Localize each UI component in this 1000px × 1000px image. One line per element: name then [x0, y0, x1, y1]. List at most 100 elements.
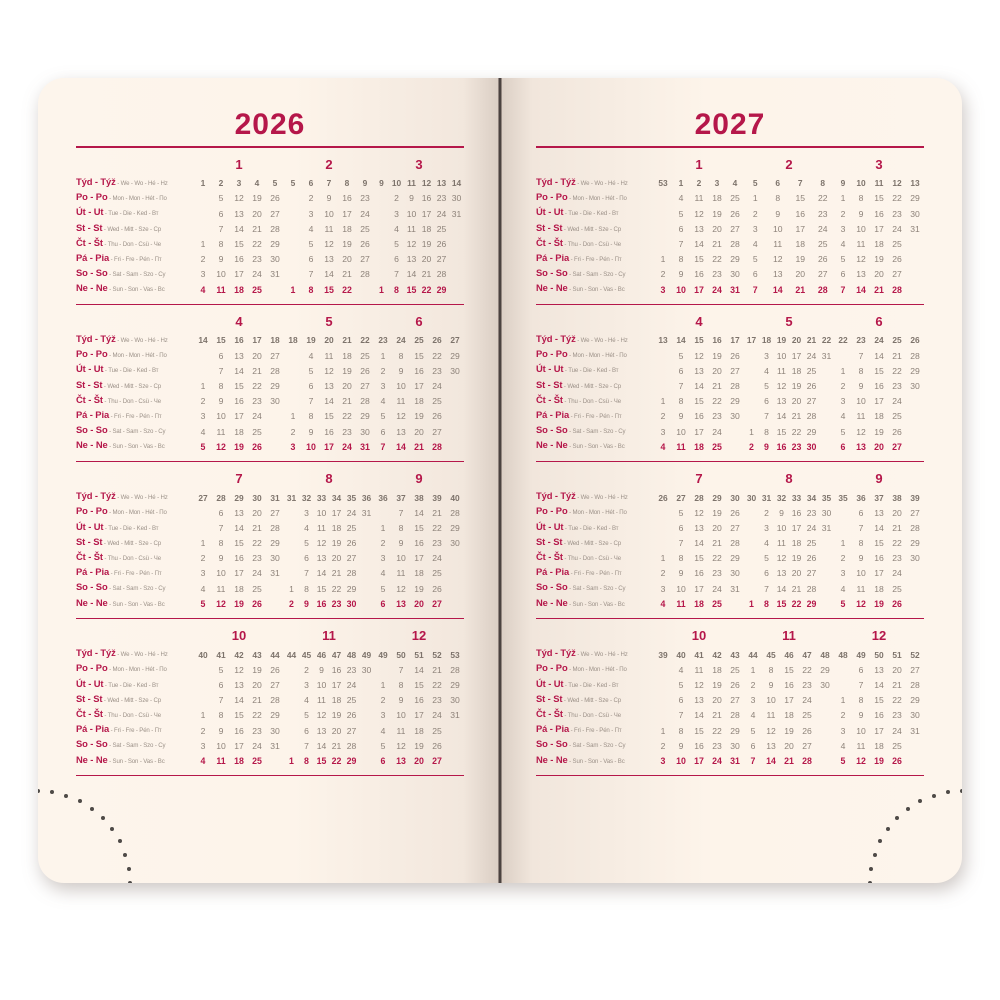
date-cell: 15: [795, 193, 806, 204]
date-cell: 2: [840, 208, 846, 219]
week-number-row: 23 24 25 26 27: [374, 333, 464, 348]
week-number-cell: 33: [316, 492, 327, 503]
months-container: 26 27 28 29 30 5 12 19 26 6 13 20 27 7 14 21 28 1 8 15 22 29 2…: [654, 490, 924, 612]
week-number-cell: 19: [306, 335, 316, 346]
date-cell: 28: [270, 365, 280, 376]
date-cell: 1: [660, 553, 666, 564]
month-column: 27 28 29 30 31 6 13 20 27 7 14 21 28 1 8 15 22 29 2 9 16 23 30…: [194, 490, 284, 612]
date-cell: 22: [817, 193, 828, 204]
week-number-cell: 39: [432, 492, 442, 503]
date-row: 3 10 17 24 31: [374, 708, 464, 723]
day-label-native: Čt - Št: [76, 708, 103, 720]
date-cell: 17: [234, 411, 244, 422]
date-cell: 7: [218, 695, 224, 706]
date-cell: 28: [892, 284, 902, 295]
date-row: 3 10 17 24: [744, 693, 834, 708]
date-row: 4 11 18 25: [744, 237, 834, 252]
date-cell: 1: [380, 679, 386, 690]
date-row: 6 13 20 27: [194, 678, 284, 693]
day-label-translations: - Sat - Sam - Szo - Сy: [109, 585, 166, 593]
date-cell: 12: [856, 598, 866, 609]
month-number: 9: [875, 471, 883, 487]
date-cell: 13: [234, 350, 244, 361]
date-cell: 8: [678, 553, 684, 564]
date-cell: 22: [791, 598, 802, 609]
date-cell: 10: [676, 755, 686, 766]
day-label-native: Týd - Týž: [76, 333, 116, 345]
page-content-right: 2027 1 2 3 Týd - Týž - We - Wo - Hé - Hz Po - …: [500, 78, 962, 883]
date-cell: 3: [200, 740, 206, 751]
day-label-native: St - St: [536, 378, 563, 390]
date-cell: 13: [694, 522, 704, 533]
date-cell: 17: [791, 522, 802, 533]
date-cell: 29: [910, 365, 920, 376]
date-cell: 9: [858, 710, 864, 721]
date-cell: 20: [712, 223, 722, 234]
date-cell: 31: [270, 568, 280, 579]
day-label-row: Út - Ut - Tue - Die - Ked - Вт: [76, 678, 194, 693]
date-cell: 25: [806, 538, 817, 549]
week-number-row: 44 45 46 47 48 49: [284, 647, 374, 662]
day-label-translations: - Thu - Don - Csü - Чe: [564, 397, 621, 405]
date-cell: 19: [791, 380, 802, 391]
date-cell: 14: [772, 284, 783, 295]
date-row: 6 13 20 27: [374, 754, 464, 769]
week-number-cell: 13: [658, 335, 668, 346]
date-cell: 23: [712, 568, 722, 579]
date-row: 4 11 18 25: [194, 754, 284, 769]
date-cell: 12: [772, 254, 783, 265]
date-cell: 2: [200, 396, 206, 407]
date-cell: 4: [380, 396, 386, 407]
date-row: 7 14 21 28: [374, 505, 464, 520]
date-cell: 25: [892, 583, 902, 594]
week-number-row: 40 41 42 43 44: [194, 647, 284, 662]
date-cell: 15: [784, 664, 794, 675]
date-cell: 30: [450, 538, 460, 549]
date-cell: 6: [380, 598, 386, 609]
date-cell: 1: [290, 411, 296, 422]
date-cell: 19: [791, 553, 802, 564]
week-number-cell: 13: [910, 178, 920, 189]
months-container: 13 14 15 16 17 5 12 19 26 6 13 20 27 7 14 21 28 1 8 15 22 29 2…: [654, 333, 924, 455]
date-cell: 5: [764, 380, 769, 391]
day-label-translations: - Thu - Don - Csü - Чe: [104, 397, 161, 405]
date-cell: 26: [730, 350, 740, 361]
date-cell: 28: [730, 710, 740, 721]
date-cell: 14: [316, 740, 327, 751]
day-label-column: Týd - Týž - We - Wo - Hé - Hz Po - Po - Mon…: [76, 647, 194, 769]
date-cell: 1: [840, 193, 846, 204]
date-cell: 29: [346, 583, 357, 594]
day-label-native: Ne - Ne: [76, 753, 108, 765]
date-cell: 9: [779, 507, 784, 518]
date-cell: 19: [234, 441, 244, 452]
date-cell: 20: [712, 365, 722, 376]
week-number-cell: 4: [254, 178, 260, 189]
date-cell: 8: [218, 710, 224, 721]
date-cell: 10: [856, 725, 866, 736]
date-cell: 9: [398, 365, 404, 376]
day-label-translations: - Fri - Fre - Pén - Пт: [570, 570, 622, 578]
week-number-cell: 42: [712, 649, 722, 660]
week-number-cell: 42: [234, 649, 244, 660]
date-cell: 9: [218, 553, 224, 564]
week-number-cell: 4: [732, 178, 738, 189]
week-number-cell: 1: [200, 178, 206, 189]
date-cell: 1: [840, 365, 846, 376]
date-row: 6 13 20 27: [194, 348, 284, 363]
day-label-row: Po - Po - Mon - Mon - Hét - Пo: [536, 505, 654, 520]
date-cell: 5: [380, 583, 386, 594]
day-label-row: Ne - Ne - Sun - Son - Vas - Вс: [76, 754, 194, 769]
day-label-native: St - St: [536, 535, 563, 547]
date-cell: 7: [678, 710, 684, 721]
date-row: 2 9 16 23 30: [834, 708, 924, 723]
date-cell: 5: [764, 553, 769, 564]
date-cell: 17: [414, 710, 424, 721]
date-cell: 2: [660, 269, 666, 280]
date-row: 2 9 16 23 30: [834, 206, 924, 221]
day-label-native: So - So: [536, 581, 568, 593]
day-label-native: Pá - Pia: [536, 566, 570, 578]
date-cell: 18: [234, 426, 244, 437]
months-container: 39 40 41 42 43 4 11 18 25 5 12 19 26 6 13 20 27 7 14 21 28 1 8…: [654, 647, 924, 769]
date-row: 2 9 16 23 30: [744, 505, 834, 520]
date-cell: 4: [840, 411, 846, 422]
